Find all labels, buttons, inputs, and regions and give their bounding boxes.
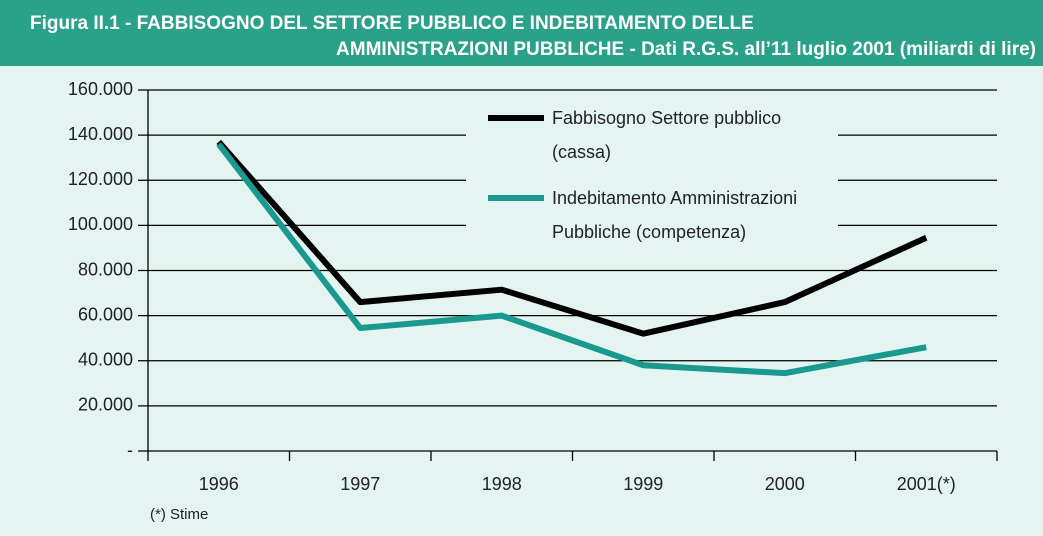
y-tick-label: - — [127, 440, 133, 460]
series-line — [216, 139, 928, 337]
legend-box — [466, 98, 838, 254]
chart-title: AMMINISTRAZIONI PUBBLICHE - Dati R.G.S. … — [336, 39, 1036, 60]
y-tick-label: 60.000 — [78, 304, 133, 324]
y-tick-label: 120.000 — [68, 169, 133, 189]
legend-item: Fabbisogno Settore pubblico (cassa) — [552, 108, 782, 162]
header — [0, 0, 1043, 66]
y-tick-label: 40.000 — [78, 350, 133, 370]
series-line — [216, 142, 927, 377]
x-tick-label: 1998 — [482, 474, 522, 494]
y-tick-label: 160.000 — [68, 79, 133, 99]
legend-label: Fabbisogno Settore pubblico (cassa) — [552, 108, 782, 162]
chart-title: Figura II.1 - FABBISOGNO DEL SETTORE PUB… — [30, 13, 754, 34]
y-tick-label: 140.000 — [68, 124, 133, 144]
x-tick-label: 1996 — [199, 474, 239, 494]
y-tick-label: 80.000 — [78, 259, 133, 279]
x-tick-label: 2001(*) — [897, 474, 956, 494]
x-tick-label: 2000 — [765, 474, 805, 494]
y-tick-label: 100.000 — [68, 214, 133, 234]
y-tick-label: 20.000 — [78, 395, 133, 415]
footnote: (*) Stime — [150, 506, 208, 523]
x-tick-label: 1999 — [623, 474, 663, 494]
x-tick-label: 1997 — [340, 474, 380, 494]
legend-item: Indebitamento Amministrazioni Pubbliche … — [552, 188, 798, 242]
legend-label: Indebitamento Amministrazioni Pubbliche … — [552, 188, 798, 242]
